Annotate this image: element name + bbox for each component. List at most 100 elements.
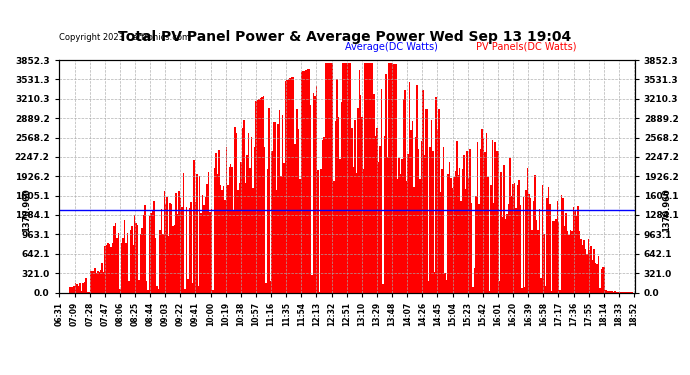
Bar bbox=[290, 77, 292, 292]
Bar bbox=[565, 213, 567, 292]
Bar bbox=[110, 248, 112, 292]
Bar bbox=[496, 151, 497, 292]
Bar bbox=[257, 100, 258, 292]
Bar bbox=[447, 174, 448, 292]
Bar bbox=[567, 231, 569, 292]
Bar bbox=[489, 291, 490, 292]
Bar bbox=[104, 246, 106, 292]
Bar bbox=[240, 162, 241, 292]
Bar bbox=[542, 185, 543, 292]
Bar bbox=[97, 271, 99, 292]
Bar bbox=[477, 142, 478, 292]
Bar bbox=[380, 146, 381, 292]
Bar bbox=[99, 272, 100, 292]
Bar bbox=[398, 158, 400, 292]
Bar bbox=[417, 149, 419, 292]
Bar bbox=[156, 286, 157, 292]
Bar bbox=[109, 244, 110, 292]
Bar bbox=[471, 203, 472, 292]
Bar bbox=[140, 234, 141, 292]
Bar bbox=[487, 177, 489, 292]
Bar bbox=[592, 260, 593, 292]
Bar bbox=[465, 189, 466, 292]
Bar bbox=[322, 140, 323, 292]
Bar bbox=[213, 290, 214, 292]
Bar bbox=[180, 198, 181, 292]
Bar bbox=[152, 210, 153, 292]
Bar bbox=[81, 291, 82, 292]
Bar bbox=[474, 268, 475, 292]
Bar bbox=[478, 204, 480, 292]
Bar bbox=[121, 243, 122, 292]
Bar bbox=[553, 221, 555, 292]
Bar bbox=[226, 147, 227, 292]
Bar bbox=[301, 72, 302, 292]
Bar bbox=[484, 152, 486, 292]
Bar bbox=[341, 102, 342, 292]
Bar bbox=[155, 238, 156, 292]
Bar bbox=[561, 195, 562, 292]
Bar bbox=[118, 233, 119, 292]
Bar bbox=[382, 284, 384, 292]
Bar bbox=[586, 254, 587, 292]
Bar bbox=[183, 173, 184, 292]
Bar bbox=[130, 230, 131, 292]
Bar bbox=[544, 286, 546, 292]
Bar bbox=[408, 82, 411, 292]
Bar bbox=[583, 240, 584, 292]
Bar bbox=[493, 202, 495, 292]
Bar bbox=[249, 168, 250, 292]
Bar bbox=[195, 202, 196, 292]
Bar bbox=[108, 243, 109, 292]
Bar bbox=[116, 238, 118, 292]
Bar bbox=[546, 198, 548, 292]
Bar bbox=[162, 234, 164, 292]
Bar bbox=[337, 79, 338, 292]
Bar bbox=[552, 221, 553, 292]
Bar bbox=[460, 201, 462, 292]
Bar bbox=[79, 283, 81, 292]
Bar bbox=[412, 121, 413, 292]
Bar bbox=[170, 202, 171, 292]
Bar bbox=[132, 245, 134, 292]
Bar bbox=[328, 63, 329, 292]
Bar bbox=[323, 137, 324, 292]
Bar bbox=[134, 215, 135, 292]
Bar bbox=[480, 149, 481, 292]
Bar bbox=[246, 155, 248, 292]
Bar bbox=[115, 223, 116, 292]
Bar bbox=[555, 219, 557, 292]
Bar bbox=[90, 271, 91, 292]
Bar bbox=[429, 147, 431, 292]
Bar bbox=[307, 69, 308, 292]
Bar bbox=[443, 147, 444, 292]
Bar bbox=[241, 129, 244, 292]
Bar bbox=[273, 122, 275, 292]
Bar bbox=[364, 63, 366, 292]
Bar bbox=[219, 185, 221, 292]
Bar bbox=[384, 136, 385, 292]
Bar bbox=[400, 174, 402, 292]
Bar bbox=[292, 76, 293, 292]
Bar bbox=[577, 206, 579, 292]
Bar bbox=[172, 226, 174, 292]
Bar bbox=[367, 63, 369, 292]
Bar bbox=[388, 63, 390, 292]
Bar bbox=[345, 63, 346, 292]
Bar bbox=[425, 109, 426, 292]
Bar bbox=[270, 281, 271, 292]
Bar bbox=[259, 98, 261, 292]
Bar bbox=[171, 204, 172, 292]
Bar bbox=[310, 105, 311, 292]
Bar bbox=[283, 164, 285, 292]
Bar bbox=[540, 278, 542, 292]
Bar bbox=[381, 88, 382, 292]
Bar bbox=[157, 289, 159, 292]
Bar bbox=[316, 86, 317, 292]
Bar bbox=[610, 291, 611, 292]
Bar bbox=[386, 157, 388, 292]
Bar bbox=[564, 226, 565, 292]
Bar bbox=[433, 151, 434, 292]
Bar bbox=[236, 133, 237, 292]
Bar bbox=[404, 90, 406, 292]
